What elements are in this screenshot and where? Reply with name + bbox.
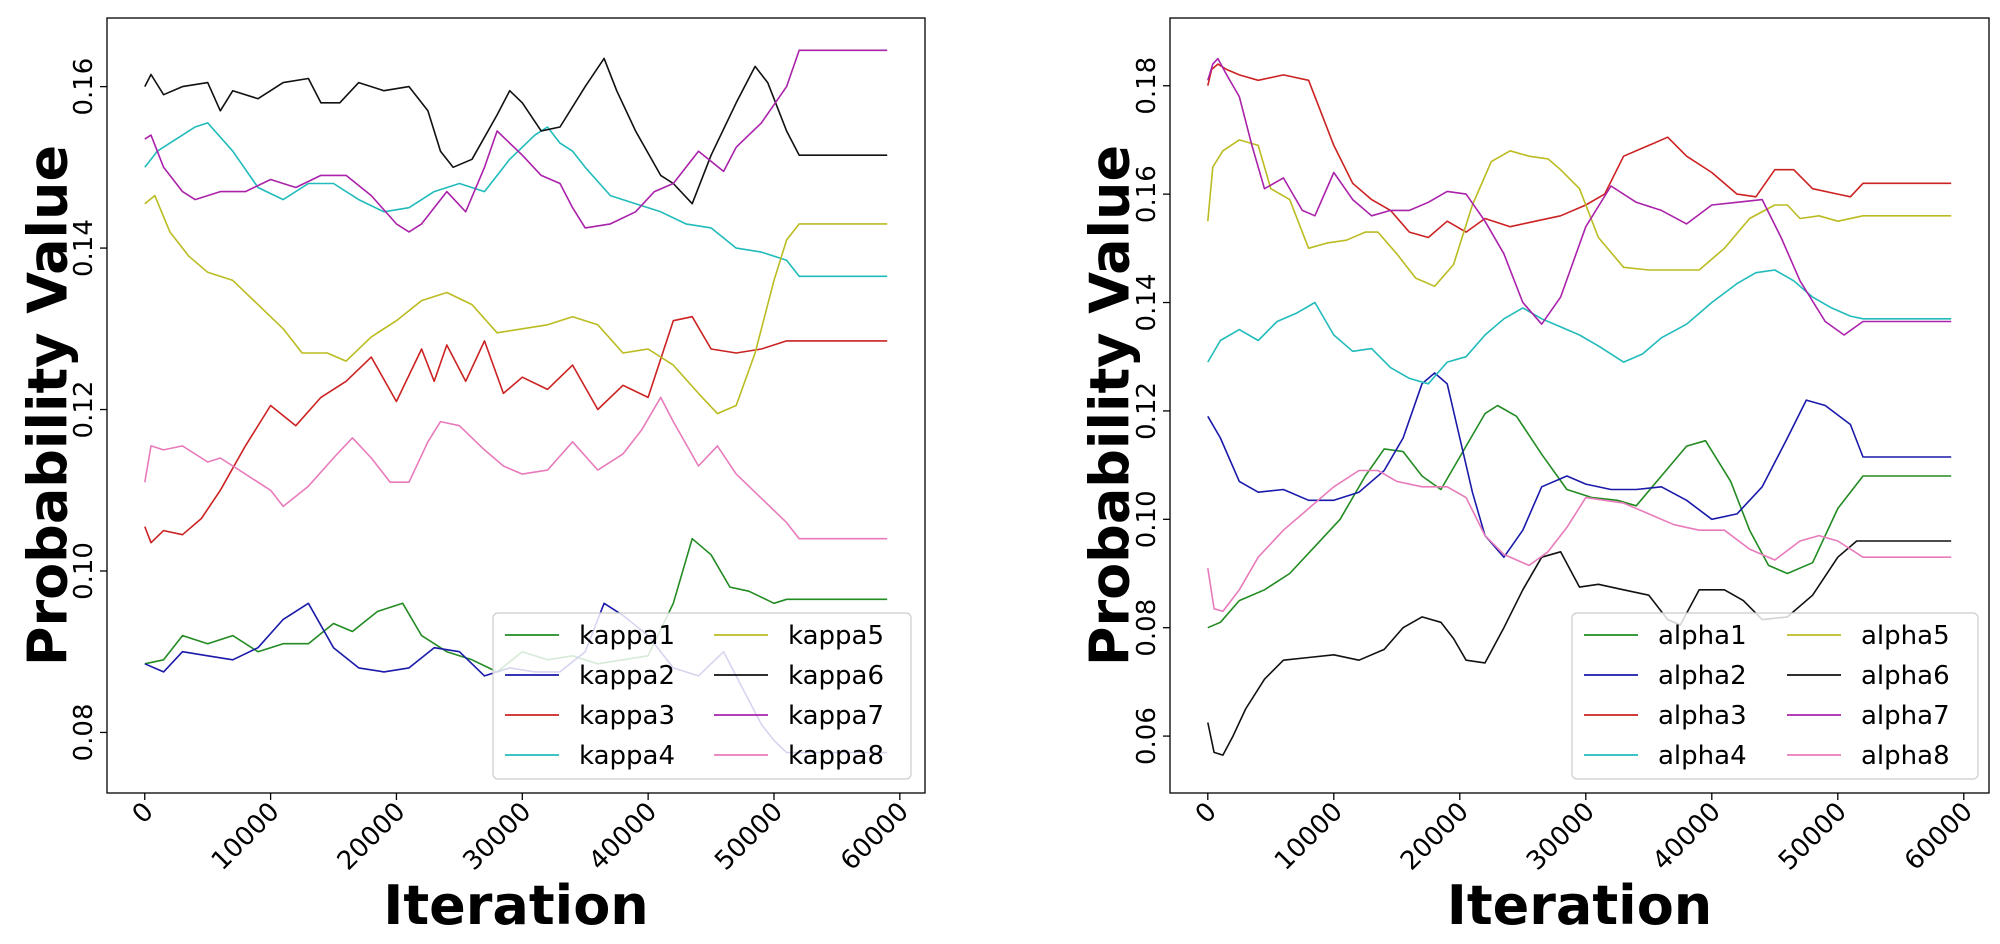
left-chart-kappa: 0 10000 20000 30000 40000 50000 60000 0.08 0.10 0… [17, 17, 926, 937]
legend-label-alpha7: alpha7 [1861, 701, 1950, 731]
legend-label-kappa7: kappa7 [788, 701, 884, 731]
series-line-kappa4 [144, 122, 888, 278]
x-tick-label: 0 [1190, 797, 1223, 830]
x-tick-label: 20000 [332, 797, 412, 877]
x-tick-label: 0 [127, 797, 160, 830]
plot-frame [1169, 17, 1990, 794]
legend-label-kappa6: kappa6 [788, 661, 884, 691]
x-tick-label: 40000 [1647, 797, 1727, 877]
x-tick-label: 60000 [835, 797, 915, 877]
series-line-alpha2 [1207, 372, 1952, 558]
legend-label-alpha3: alpha3 [1658, 701, 1747, 731]
series-line-alpha3 [1207, 63, 1952, 239]
x-tick-label: 10000 [1269, 797, 1349, 877]
series-line-alpha7 [1207, 57, 1952, 336]
legend-label-alpha5: alpha5 [1861, 621, 1950, 651]
series-line-alpha5 [1207, 139, 1952, 288]
legend-label-kappa3: kappa3 [579, 701, 675, 731]
y-axis-title: Probability Value [17, 145, 80, 666]
x-axis-title: Iteration [1447, 874, 1712, 937]
series-line-alpha8 [1207, 469, 1952, 613]
y-tick-label: 0.14 [1132, 274, 1162, 332]
y-tick-label: 0.14 [69, 219, 99, 277]
series-line-alpha1 [1207, 404, 1952, 629]
x-tick-label: 30000 [458, 797, 538, 877]
y-tick-label: 0.16 [69, 58, 99, 116]
series-line-kappa8 [144, 396, 888, 540]
legend: alpha1 alpha2 alpha3 alpha4 alpha5 alpha6 alph… [1571, 612, 1979, 780]
x-tick-label: 40000 [583, 797, 663, 877]
legend-label-alpha8: alpha8 [1861, 741, 1950, 771]
y-tick-label: 0.10 [69, 542, 99, 600]
legend-label-kappa1: kappa1 [579, 621, 675, 651]
series-line-kappa3 [144, 315, 888, 544]
x-tick-label: 10000 [206, 797, 286, 877]
x-tick-label: 30000 [1521, 797, 1601, 877]
legend-label-kappa4: kappa4 [579, 741, 675, 771]
y-tick-label: 0.16 [1132, 165, 1162, 223]
y-tick-label: 0.18 [1132, 57, 1162, 115]
legend-label-kappa2: kappa2 [579, 661, 675, 691]
y-tick-label: 0.12 [1132, 382, 1162, 440]
legend-label-kappa8: kappa8 [788, 741, 884, 771]
x-axis-title: Iteration [383, 874, 648, 937]
legend-label-alpha2: alpha2 [1658, 661, 1747, 691]
series-line-alpha4 [1207, 269, 1952, 385]
series-line-kappa5 [144, 194, 888, 415]
x-tick-label: 20000 [1395, 797, 1475, 877]
y-tick-label: 0.08 [1132, 599, 1162, 657]
y-tick-label: 0.08 [69, 704, 99, 762]
y-tick-label: 0.10 [1132, 490, 1162, 548]
legend-label-alpha6: alpha6 [1861, 661, 1950, 691]
legend-box [1571, 612, 1979, 780]
y-tick-label: 0.06 [1132, 707, 1162, 765]
x-tick-label: 50000 [709, 797, 789, 877]
legend: kappa1 kappa2 kappa3 kappa4 kappa5 kappa6 kapp… [492, 612, 912, 780]
x-tick-label: 60000 [1899, 797, 1979, 877]
legend-label-kappa5: kappa5 [788, 621, 884, 651]
right-chart-alpha: 0 10000 20000 30000 40000 50000 60000 0.06 0.08 0… [1079, 17, 1990, 937]
y-tick-label: 0.12 [69, 381, 99, 439]
y-axis-title: Probability Value [1079, 145, 1142, 666]
legend-label-alpha4: alpha4 [1658, 741, 1747, 771]
plot-frame [106, 17, 926, 794]
legend-label-alpha1: alpha1 [1658, 621, 1747, 651]
series-line-kappa7 [144, 49, 888, 233]
x-tick-label: 50000 [1773, 797, 1853, 877]
series-line-kappa6 [144, 57, 888, 205]
legend-box [492, 612, 912, 780]
